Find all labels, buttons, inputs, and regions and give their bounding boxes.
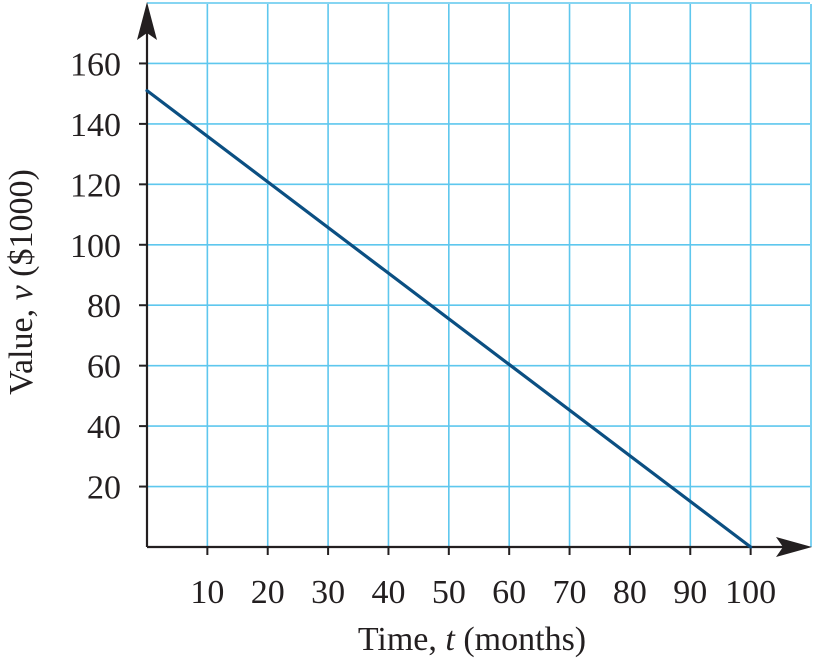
y-tick-labels: 20 40 60 80 100 120 140 160 xyxy=(70,46,121,506)
x-axis-title-prefix: Time, xyxy=(358,621,446,658)
chart-series xyxy=(145,89,753,549)
y-tick-label: 80 xyxy=(87,288,121,325)
y-axis-title-variable: v xyxy=(3,284,40,300)
y-axis-title-suffix: ($1000) xyxy=(3,169,40,285)
x-tick-label: 20 xyxy=(251,574,285,611)
x-tick-label: 30 xyxy=(311,574,345,611)
y-axis-arrow-icon xyxy=(137,2,157,40)
y-axis-title: Value, v ($1000) xyxy=(3,169,40,395)
x-axis-title: Time, t (months) xyxy=(358,621,586,658)
x-axis-title-variable: t xyxy=(445,621,456,658)
chart-grid xyxy=(147,2,812,547)
y-tick-label: 40 xyxy=(87,409,121,446)
x-tick-label: 40 xyxy=(371,574,405,611)
x-tick-labels: 10 20 30 40 50 60 70 80 90 100 xyxy=(190,574,776,611)
series-line xyxy=(145,89,753,549)
x-tick-label: 100 xyxy=(725,574,776,611)
x-tick-label: 70 xyxy=(553,574,587,611)
y-tick-label: 160 xyxy=(70,46,121,83)
y-tick-label: 60 xyxy=(87,349,121,386)
x-tick-label: 10 xyxy=(190,574,224,611)
x-tick-label: 60 xyxy=(492,574,526,611)
x-axis-arrow-icon xyxy=(776,537,812,557)
x-tick-label: 80 xyxy=(613,574,647,611)
x-tick-label: 90 xyxy=(673,574,707,611)
y-tick-label: 120 xyxy=(70,167,121,204)
y-tick-label: 140 xyxy=(70,107,121,144)
x-axis-title-suffix: (months) xyxy=(455,621,586,658)
y-axis-title-prefix: Value, xyxy=(3,300,40,394)
y-tick-label: 20 xyxy=(87,470,121,507)
chart-axes xyxy=(137,2,812,557)
y-tick-label: 100 xyxy=(70,228,121,265)
x-tick-label: 50 xyxy=(432,574,466,611)
